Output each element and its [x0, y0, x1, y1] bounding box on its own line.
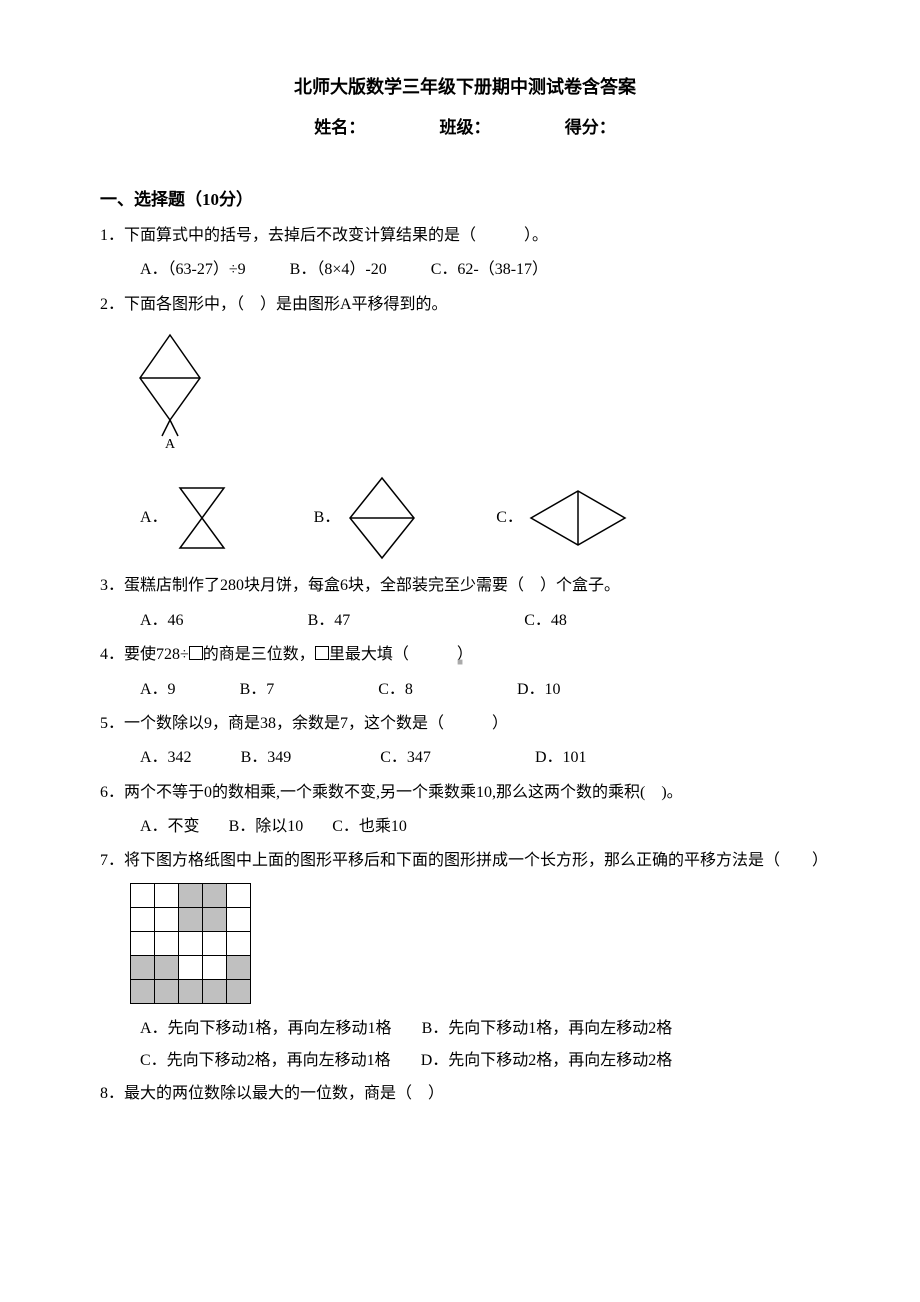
diamond-split-icon: [340, 473, 430, 563]
exam-title: 北师大版数学三年级下册期中测试卷含答案: [100, 70, 830, 104]
q5-opt-b: B．349: [241, 743, 292, 773]
bowtie-vertical-icon: [168, 478, 248, 558]
figure-a-label: A: [165, 437, 176, 450]
student-info-row: 姓名： 班级： 得分：: [100, 112, 830, 144]
q3-opt-a: A．46: [140, 606, 184, 636]
q4-stem: 4．要使728÷ 的商是三位数， 里最大填（ ）: [100, 640, 830, 670]
q3-stem: 3．蛋糕店制作了280块月饼，每盒6块，全部装完至少需要（ ）个盒子。: [100, 571, 830, 601]
section-1-title: 一、选择题（10分）: [100, 184, 830, 216]
q4-opt-b: B．7: [240, 675, 275, 705]
q2-options: A． B． C．: [100, 473, 830, 563]
q3-options: A．46 B．47 C．48: [100, 606, 830, 636]
q7-opt-a: A．先向下移动1格，再向左移动1格: [140, 1014, 392, 1044]
q2-opt-c-label: C．: [496, 503, 523, 533]
q1-opt-a: A．（63-27）÷9: [140, 255, 246, 285]
diamond-wide-icon: [523, 483, 633, 553]
q6-opt-c: C．也乘10: [332, 812, 407, 842]
grid-table: [130, 883, 251, 1004]
q4-opt-c: C．8: [378, 675, 413, 705]
q6-stem: 6．两个不等于0的数相乘,一个乘数不变,另一个乘数乘10,那么这两个数的乘积( …: [100, 778, 830, 808]
q7-stem: 7．将下图方格纸图中上面的图形平移后和下面的图形拼成一个长方形，那么正确的平移方…: [100, 846, 830, 876]
diamond-a-icon: A: [130, 330, 220, 450]
q8-stem: 8．最大的两位数除以最大的一位数，商是（ ）: [100, 1079, 830, 1109]
q2-opt-a-label: A．: [140, 503, 168, 533]
score-label: 得分：: [565, 112, 616, 144]
q1-opt-b: B．（8×4）-20: [290, 255, 387, 285]
q2-stem: 2．下面各图形中，（ ）是由图形A平移得到的。: [100, 290, 830, 320]
q4-opt-a: A．9: [140, 675, 176, 705]
q6-opt-a: A．不变: [140, 812, 200, 842]
q5-stem: 5．一个数除以9，商是38，余数是7，这个数是（ ）: [100, 709, 830, 739]
q2-figure-a: A: [130, 330, 830, 461]
q2-opt-b-label: B．: [314, 503, 341, 533]
q1-options: A．（63-27）÷9 B．（8×4）-20 C．62-（38-17）: [100, 255, 830, 285]
name-label: 姓名：: [314, 112, 365, 144]
blank-box-icon: [315, 646, 329, 660]
class-label: 班级：: [440, 112, 491, 144]
q4-stem-mid: 的商是三位数，: [203, 646, 315, 663]
q6-opt-b: B．除以10: [229, 812, 304, 842]
q5-options: A．342 B．349 C．347 D．101: [100, 743, 830, 773]
q7-opt-d: D．先向下移动2格，再向左移动2格: [421, 1046, 673, 1076]
q7-options: A．先向下移动1格，再向左移动1格 B．先向下移动1格，再向左移动2格 C．先向…: [100, 1014, 830, 1077]
blank-box-icon: [189, 646, 203, 660]
q5-opt-a: A．342: [140, 743, 192, 773]
q3-opt-c: C．48: [524, 606, 567, 636]
q3-opt-b: B．47: [308, 606, 351, 636]
q4-stem-pre: 4．要使728÷: [100, 646, 189, 663]
q4-stem-post: 里最大填（ ）: [329, 646, 473, 663]
q7-grid-figure: [130, 883, 830, 1004]
q5-opt-d: D．101: [535, 743, 587, 773]
q5-opt-c: C．347: [380, 743, 431, 773]
q4-options: A．9 B．7 C．8 D．10: [100, 675, 830, 705]
q7-opt-c: C．先向下移动2格，再向左移动1格: [140, 1046, 391, 1076]
q1-opt-c: C．62-（38-17）: [431, 255, 548, 285]
q6-options: A．不变 B．除以10 C．也乘10: [100, 812, 830, 842]
q7-opt-b: B．先向下移动1格，再向左移动2格: [422, 1014, 673, 1044]
q4-opt-d: D．10: [517, 675, 561, 705]
q1-stem: 1．下面算式中的括号，去掉后不改变计算结果的是（ ）。: [100, 221, 830, 251]
